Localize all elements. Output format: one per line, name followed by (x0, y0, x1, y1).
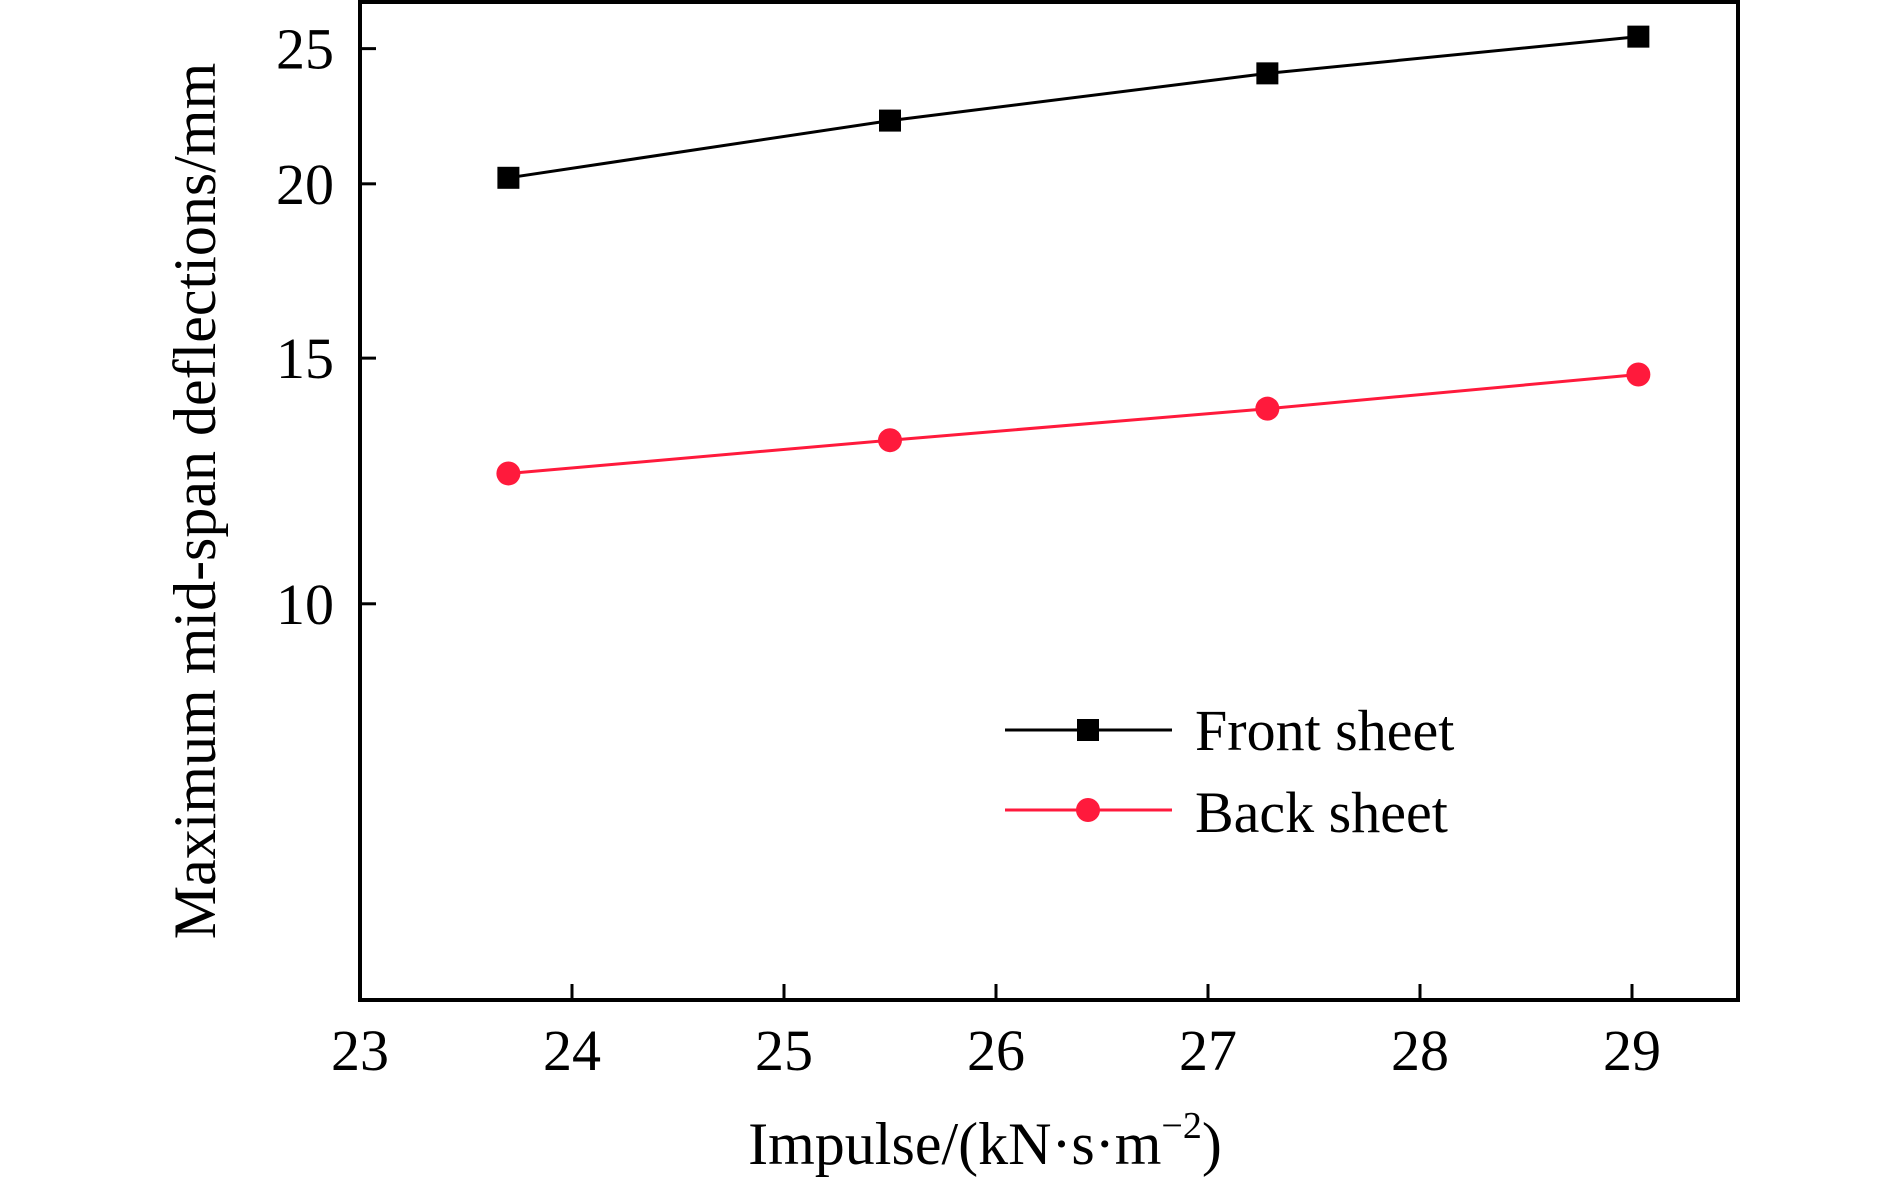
y-axis-ticks: 10 15 20 25 (276, 17, 376, 637)
x-axis-ticks: 23 24 25 26 27 28 29 (331, 984, 1661, 1083)
x-tick-label: 28 (1391, 1018, 1449, 1083)
y-tick-label: 10 (276, 572, 334, 637)
series-line-back-sheet (508, 373, 1639, 475)
x-tick-label: 27 (1179, 1018, 1237, 1083)
x-tick-label: 26 (967, 1018, 1025, 1083)
data-point-back-sheet (878, 428, 902, 453)
legend-label-back: Back sheet (1195, 780, 1448, 845)
legend-marker-back (1076, 798, 1100, 822)
legend-label-front: Front sheet (1195, 698, 1454, 763)
x-tick-label: 29 (1603, 1018, 1661, 1083)
x-tick-label: 23 (331, 1018, 389, 1083)
legend: Front sheet Back sheet (1005, 698, 1454, 845)
x-tick-label: 24 (543, 1018, 601, 1083)
x-tick-label: 25 (755, 1018, 813, 1083)
data-point-front-sheet (1256, 62, 1279, 85)
y-tick-label: 20 (276, 152, 334, 217)
series-layer (496, 25, 1651, 486)
y-tick-label: 25 (276, 17, 334, 82)
legend-marker-front (1077, 719, 1099, 741)
data-point-back-sheet (1626, 362, 1651, 387)
series-line-front-sheet (508, 35, 1639, 180)
y-axis-title: Maximum mid-span deflections/mm (162, 63, 228, 940)
data-point-front-sheet (879, 109, 901, 132)
x-axis-title: Impulse/(kN·s·m−2) (748, 1105, 1222, 1177)
data-point-back-sheet (1255, 396, 1280, 421)
data-point-front-sheet (1627, 25, 1650, 48)
data-point-back-sheet (496, 461, 521, 486)
data-point-front-sheet (497, 166, 520, 189)
y-tick-label: 15 (276, 326, 334, 391)
plot-frame (358, 0, 1740, 1002)
